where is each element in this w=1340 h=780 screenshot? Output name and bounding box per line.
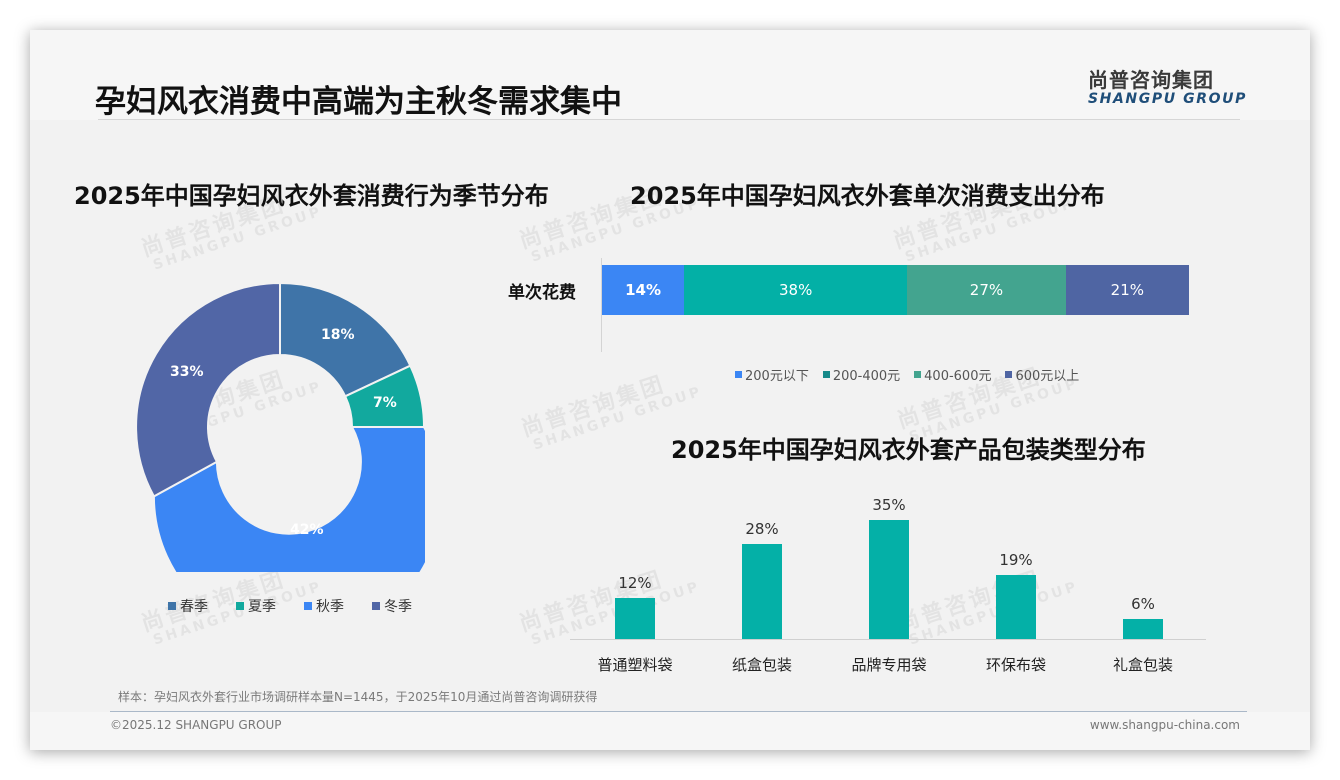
legend-swatch	[914, 371, 922, 378]
sample-note: 样本：孕妇风衣外套行业市场调研样本量N=1445，于2025年10月通过尚普咨询…	[118, 690, 598, 704]
website-link[interactable]: www.shangpu-china.com	[1089, 718, 1240, 732]
column-category: 纸盒包装	[731, 656, 792, 674]
legend-swatch	[168, 602, 176, 610]
legend-swatch	[304, 602, 312, 610]
logo-chinese: 尚普咨询集团	[1088, 68, 1214, 92]
legend-item-summer: 夏季	[236, 596, 276, 616]
legend-swatch	[735, 371, 742, 378]
column-bar	[996, 575, 1036, 639]
column-value: 35%	[872, 496, 906, 514]
stack-segment-over-600: 21%	[1065, 265, 1189, 315]
column-bar	[615, 598, 655, 639]
column-carton: 28%	[742, 520, 782, 639]
column-category: 品牌专用袋	[851, 656, 927, 674]
season-chart-title: 2025年中国孕妇风衣外套消费行为季节分布	[74, 182, 549, 210]
legend-swatch	[822, 371, 830, 378]
season-legend: 春季 夏季 秋季 冬季	[168, 596, 412, 616]
legend-item-under-200: 200元以下	[735, 365, 809, 384]
column-category: 礼盒包装	[1112, 656, 1173, 674]
column-brand-bag: 35%	[869, 496, 909, 639]
title-divider	[98, 119, 1240, 120]
stack-segment-under-200: 14%	[602, 265, 685, 315]
legend-item-spring: 春季	[168, 596, 208, 616]
column-gift-box: 6%	[1123, 595, 1163, 639]
packaging-column-chart: 12% 28% 35% 19% 6% 普通塑料袋 纸盒包装 品牌专用袋 环保布袋…	[570, 490, 1206, 680]
donut-label-autumn: 42%	[290, 522, 324, 538]
spending-legend: 200元以下 200-400元 400-600元 600元以上	[735, 365, 1079, 384]
column-category: 环保布袋	[985, 656, 1046, 674]
legend-swatch	[1005, 371, 1013, 378]
stack-segment-200-400: 38%	[684, 265, 908, 315]
packaging-chart-title: 2025年中国孕妇风衣外套产品包装类型分布	[671, 436, 1146, 464]
copyright: ©2025.12 SHANGPU GROUP	[110, 718, 282, 732]
legend-item-200-400: 200-400元	[822, 365, 900, 384]
company-logo: 尚普咨询集团 SHANGPU GROUP	[1088, 64, 1247, 107]
column-value: 6%	[1131, 595, 1155, 613]
column-bar	[869, 520, 909, 639]
column-bar	[1123, 619, 1163, 639]
stack-axis	[601, 258, 602, 352]
column-category: 普通塑料袋	[597, 656, 673, 674]
spending-chart-title: 2025年中国孕妇风衣外套单次消费支出分布	[630, 182, 1105, 210]
footer-band	[30, 712, 1310, 750]
spending-stacked-bar: 14% 38% 27% 21%	[602, 265, 1189, 315]
column-value: 28%	[745, 520, 779, 538]
header-band	[30, 30, 1310, 120]
season-donut-chart	[135, 282, 425, 572]
legend-item-autumn: 秋季	[304, 596, 344, 616]
column-value: 19%	[999, 551, 1033, 569]
donut-label-winter: 33%	[170, 364, 204, 380]
page-title: 孕妇风衣消费中高端为主秋冬需求集中	[95, 84, 622, 120]
column-plastic-bag: 12%	[615, 574, 655, 639]
slide: 孕妇风衣消费中高端为主秋冬需求集中 尚普咨询集团 SHANGPU GROUP 尚…	[30, 30, 1310, 750]
stack-category-label: 单次花费	[508, 283, 576, 303]
x-axis-line	[570, 639, 1206, 640]
donut-slice-spring	[279, 282, 412, 398]
donut-slice-autumn	[152, 426, 425, 572]
stack-segment-400-600: 27%	[907, 265, 1066, 315]
legend-item-over-600: 600元以上	[1005, 365, 1079, 384]
column-value: 12%	[618, 574, 652, 592]
logo-english: SHANGPU GROUP	[1088, 91, 1247, 107]
donut-slice-winter	[135, 282, 281, 498]
legend-item-winter: 冬季	[372, 596, 412, 616]
donut-label-spring: 18%	[321, 327, 355, 343]
legend-swatch	[372, 602, 380, 610]
footer-divider	[110, 711, 1247, 712]
column-eco-bag: 19%	[996, 551, 1036, 639]
legend-swatch	[236, 602, 244, 610]
donut-label-summer: 7%	[373, 395, 397, 411]
column-bar	[742, 544, 782, 639]
legend-item-400-600: 400-600元	[914, 365, 991, 384]
